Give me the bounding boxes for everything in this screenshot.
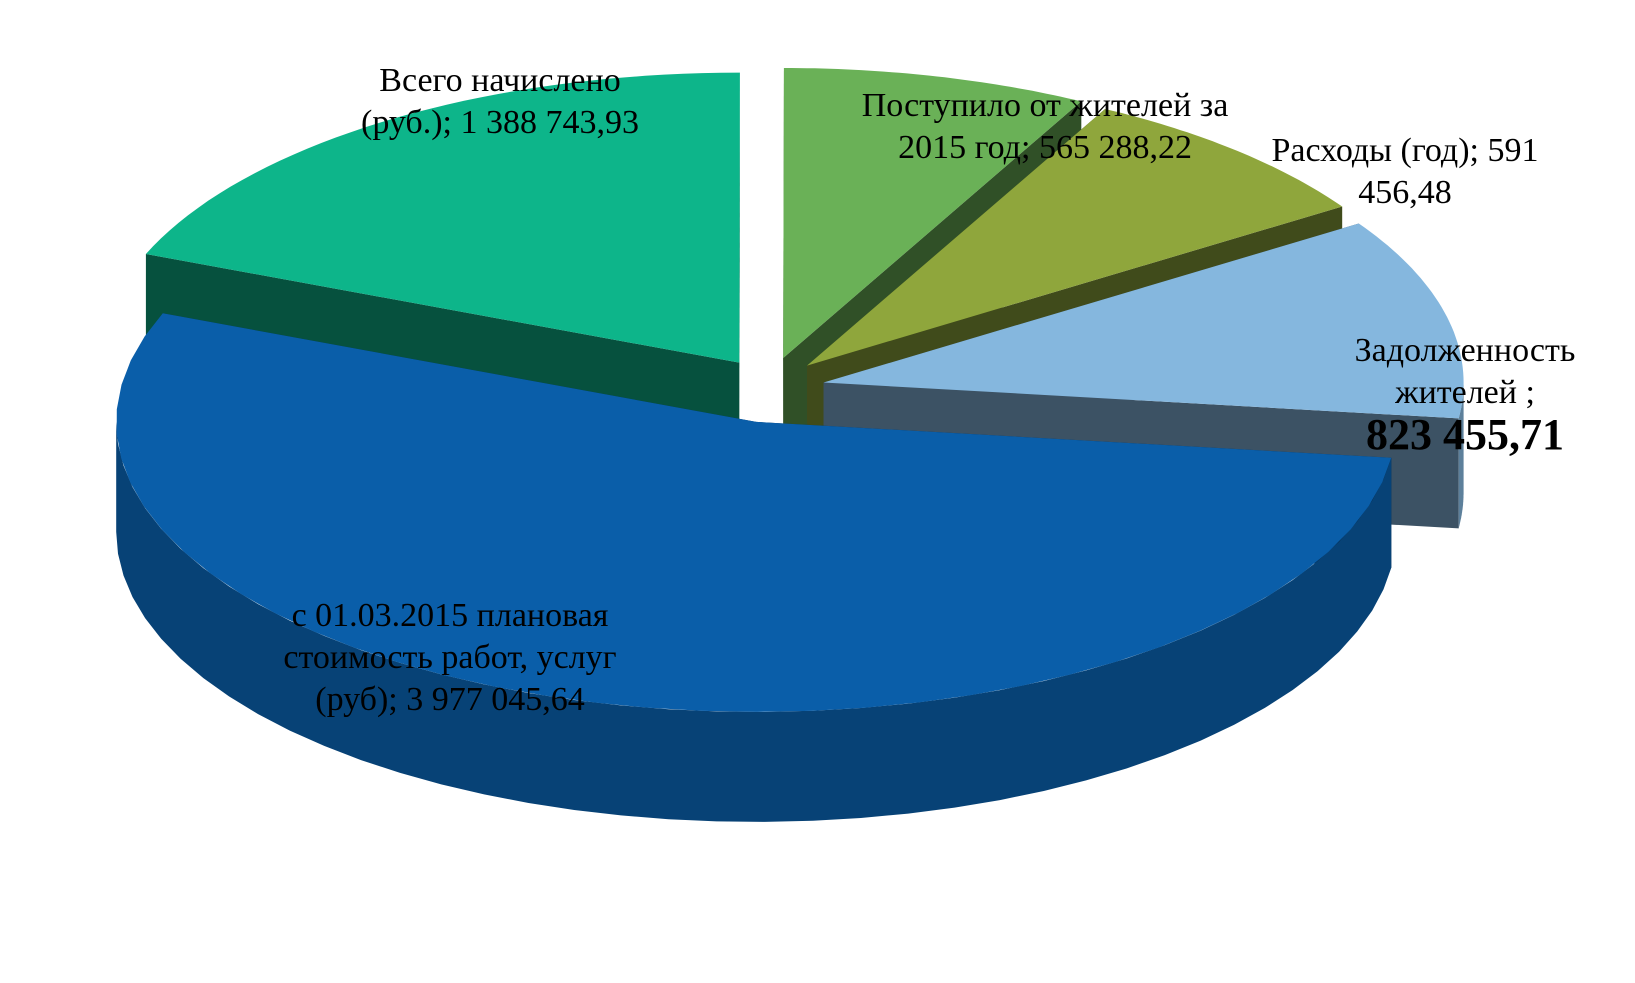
- value-label: 3 977 045,64: [406, 681, 585, 718]
- value-label: 565 288,22: [1038, 129, 1192, 166]
- data-label: с 01.03.2015 плановая стоимость работ, у…: [240, 595, 660, 721]
- value-label: 823 455,71: [1366, 410, 1564, 459]
- slice: [807, 109, 1343, 366]
- slice-side: [739, 72, 740, 473]
- data-label: Задолженность жителей ; 823 455,71: [1300, 330, 1630, 459]
- slice-edge: [1458, 382, 1464, 529]
- slice: [116, 313, 1392, 712]
- data-label: Расходы (год); 591 456,48: [1250, 130, 1560, 214]
- slice: [823, 223, 1464, 419]
- slice: [783, 68, 1082, 358]
- category-label: Поступило от жителей за 2015 год;: [861, 87, 1229, 166]
- category-label: с 01.03.2015 плановая стоимость работ, у…: [283, 597, 617, 718]
- category-label: Расходы (год);: [1271, 132, 1480, 169]
- value-label: 591 456,48: [1358, 132, 1539, 211]
- slice: [145, 72, 740, 363]
- data-label: Всего начислено (руб.); 1 388 743,93: [330, 60, 670, 144]
- category-label: Всего начислено (руб.);: [361, 62, 621, 141]
- category-label: Задолженность жителей ;: [1354, 332, 1576, 411]
- data-label: Поступило от жителей за 2015 год; 565 28…: [860, 85, 1230, 169]
- slice-edge: [116, 421, 1392, 822]
- value-label: 1 388 743,93: [460, 104, 640, 141]
